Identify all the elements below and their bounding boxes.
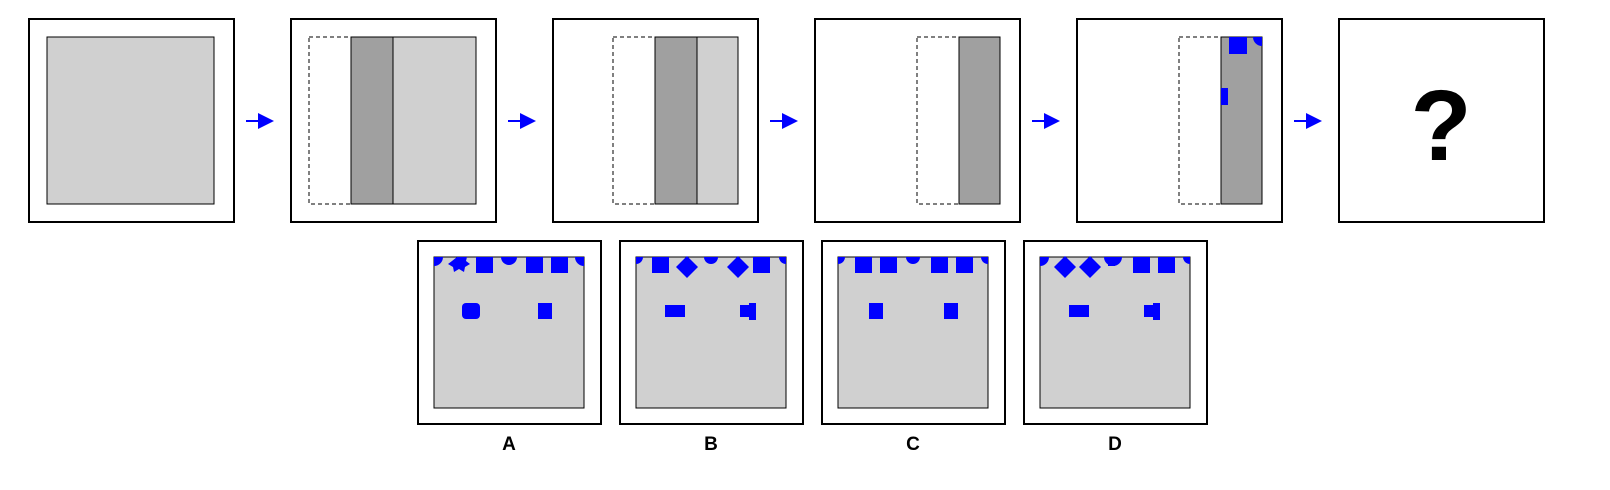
square-hole-icon bbox=[880, 257, 897, 273]
folded-layer bbox=[350, 36, 394, 205]
paper-sheet bbox=[46, 36, 215, 205]
semicircle-hole-icon bbox=[434, 257, 443, 266]
folded-layer bbox=[1220, 36, 1263, 205]
step-frame bbox=[1338, 18, 1545, 223]
square-hole-icon bbox=[652, 257, 669, 273]
rect-hole-icon bbox=[1221, 88, 1228, 105]
option-d[interactable] bbox=[1023, 240, 1208, 425]
option-d-label[interactable]: D bbox=[1108, 434, 1122, 455]
option-c-label[interactable]: C bbox=[906, 434, 920, 455]
square-hole-icon bbox=[1133, 257, 1150, 273]
paper-sheet bbox=[696, 36, 739, 205]
semicircle-hole-icon bbox=[838, 257, 845, 264]
square-hole-icon bbox=[931, 257, 948, 273]
semicircle-hole-icon bbox=[906, 257, 920, 264]
square-hole-icon bbox=[956, 257, 973, 273]
square-hole-icon bbox=[855, 257, 872, 273]
semicircle-hole-icon bbox=[575, 257, 584, 266]
rect-hole-icon bbox=[538, 303, 552, 319]
step-5-panel bbox=[1076, 18, 1283, 223]
punch-holes bbox=[434, 257, 584, 319]
semicircle-hole-icon bbox=[981, 257, 988, 264]
punch-holes bbox=[1221, 37, 1262, 105]
rect-hole-icon bbox=[869, 303, 883, 319]
step-3-panel bbox=[552, 18, 759, 223]
punch-holes bbox=[1040, 256, 1190, 320]
step-2-panel bbox=[290, 18, 497, 223]
option-b[interactable] bbox=[619, 240, 804, 425]
folded-layer bbox=[654, 36, 698, 205]
option-a-label[interactable]: A bbox=[502, 434, 516, 455]
question-panel: ? bbox=[1338, 18, 1545, 223]
square-hole-icon bbox=[476, 257, 493, 273]
rect-hole-icon bbox=[1108, 257, 1115, 266]
semicircle-hole-icon bbox=[704, 257, 718, 264]
paper-sheet bbox=[1039, 256, 1191, 409]
star-hole-icon bbox=[448, 257, 470, 272]
square-hole-icon bbox=[551, 257, 568, 273]
folded-layer bbox=[958, 36, 1001, 205]
step-4-panel bbox=[814, 18, 1021, 223]
diamond-hole-icon bbox=[1079, 256, 1101, 278]
fold-outline bbox=[1178, 36, 1222, 205]
fold-outline bbox=[916, 36, 960, 205]
punch-holes bbox=[838, 257, 988, 319]
question-mark: ? bbox=[1410, 70, 1471, 182]
rect-hole-icon bbox=[665, 305, 685, 317]
semicircle-hole-icon bbox=[1253, 37, 1262, 46]
semicircle-hole-icon bbox=[501, 257, 517, 265]
diamond-hole-icon bbox=[676, 256, 698, 278]
fold-outline bbox=[612, 36, 656, 205]
diamond-hole-icon bbox=[1054, 256, 1076, 278]
rounded-hole-icon bbox=[462, 303, 480, 319]
diamond-hole-icon bbox=[727, 256, 749, 278]
rect-hole-icon bbox=[1069, 305, 1089, 317]
punch-holes bbox=[636, 256, 786, 320]
option-a[interactable] bbox=[417, 240, 602, 425]
rect-hole-icon bbox=[1153, 303, 1160, 320]
option-b-label[interactable]: B bbox=[704, 434, 718, 455]
square-hole-icon bbox=[1229, 37, 1247, 54]
fold-outline bbox=[308, 36, 352, 205]
option-c[interactable] bbox=[821, 240, 1006, 425]
paper-sheet bbox=[433, 256, 585, 409]
square-hole-icon bbox=[526, 257, 543, 273]
semicircle-hole-icon bbox=[1183, 257, 1190, 264]
semicircle-hole-icon bbox=[779, 257, 786, 264]
rect-hole-icon bbox=[749, 303, 756, 320]
paper-sheet bbox=[635, 256, 787, 409]
semicircle-hole-icon bbox=[1040, 257, 1049, 266]
rect-hole-icon bbox=[944, 303, 958, 319]
paper-sheet bbox=[837, 256, 989, 409]
semicircle-hole-icon bbox=[636, 257, 643, 264]
square-hole-icon bbox=[753, 257, 770, 273]
step-1-panel bbox=[28, 18, 235, 223]
square-hole-icon bbox=[1158, 257, 1175, 273]
paper-sheet bbox=[392, 36, 477, 205]
